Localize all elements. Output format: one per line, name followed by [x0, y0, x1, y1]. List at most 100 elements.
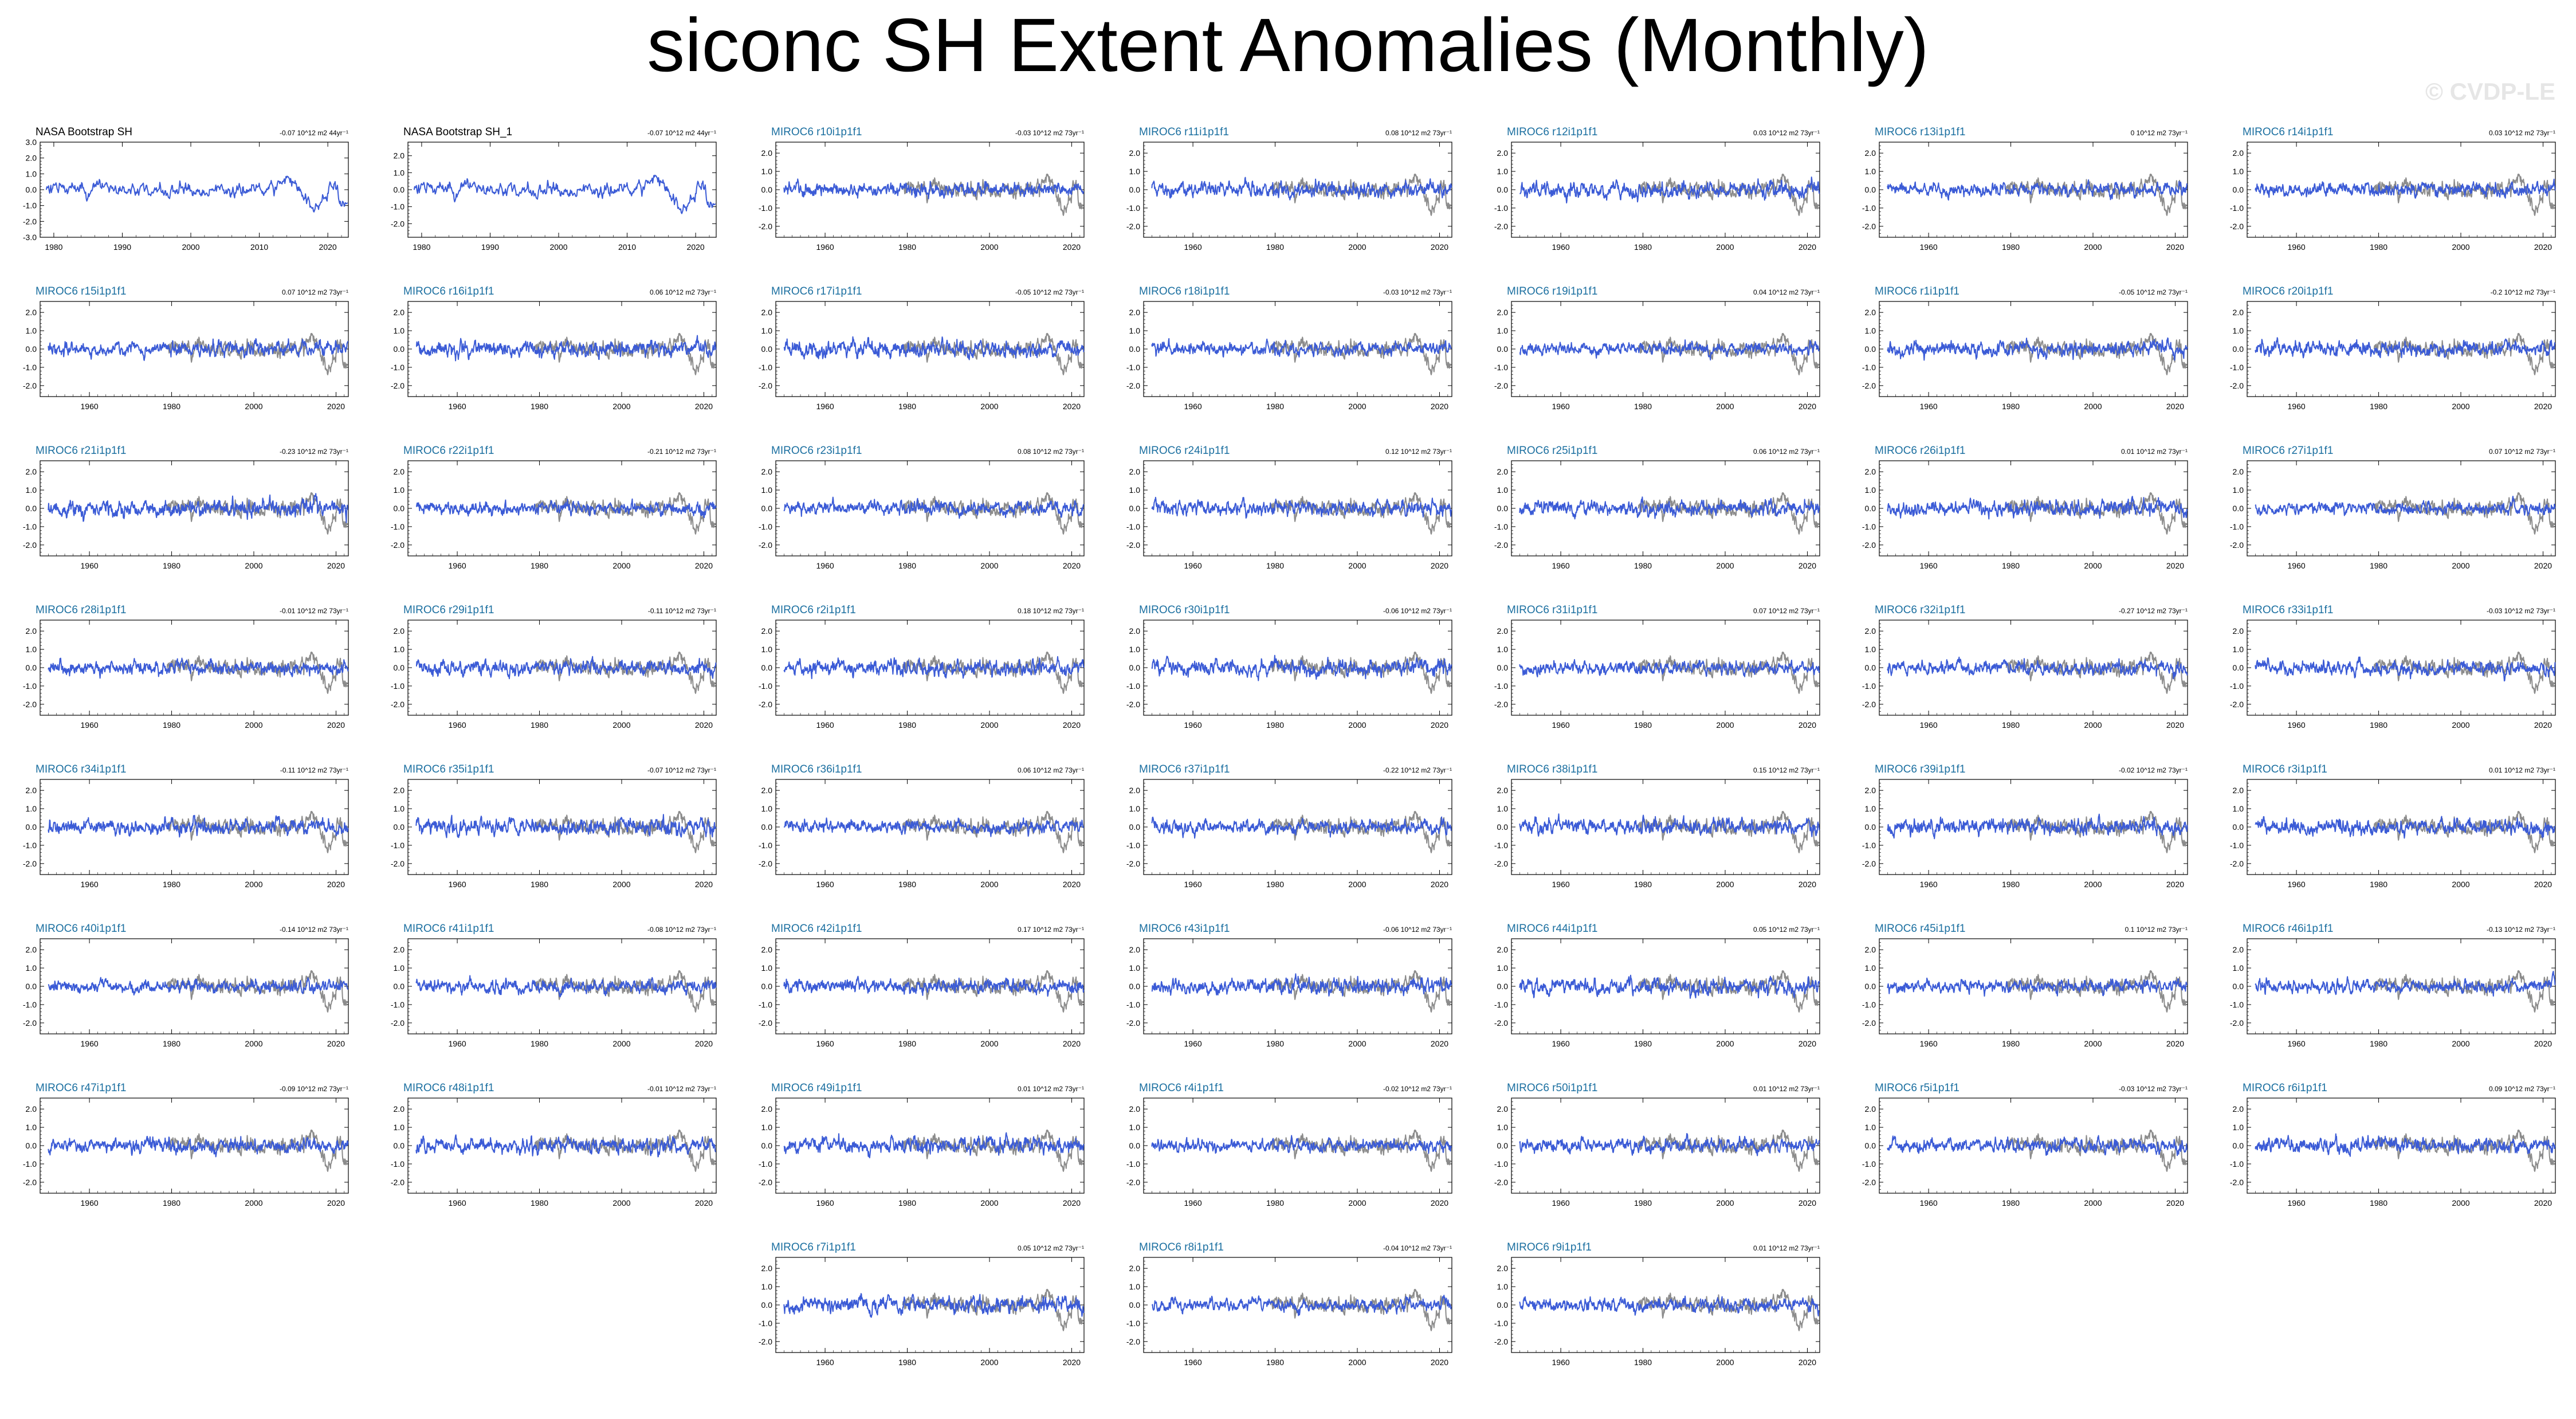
y-tick-label: 2.0 [1865, 308, 1876, 317]
obs-overlay-line [1638, 810, 1820, 853]
y-tick-label: -2.0 [1494, 859, 1508, 868]
x-tick-label: 1960 [449, 880, 466, 889]
x-tick-label: 1980 [1266, 720, 1284, 730]
panel-title: MIROC6 r8i1p1f1 [1139, 1241, 1224, 1253]
model-series-line [2255, 656, 2556, 682]
x-tick-label: 1960 [449, 1198, 466, 1208]
y-tick-label: 1.0 [761, 963, 773, 973]
x-tick-label: 2000 [2084, 1039, 2102, 1048]
x-tick-label: 2020 [695, 1198, 713, 1208]
x-tick-label: 2000 [2084, 402, 2102, 411]
y-tick-label: 0.0 [1129, 982, 1141, 991]
y-tick-label: 2.0 [1497, 308, 1509, 317]
x-tick-label: 1960 [2288, 402, 2306, 411]
panel-title: MIROC6 r17i1p1f1 [771, 285, 862, 297]
x-tick-label: 1980 [2002, 1198, 2020, 1208]
chart-panel: MIROC6 r26i1p1f1 0.01 10^12 m2 73yr⁻¹ 2.0 1… [1862, 445, 2188, 570]
x-tick-label: 2000 [1716, 880, 1734, 889]
panel-title: MIROC6 r49i1p1f1 [771, 1082, 862, 1094]
chart-panel: MIROC6 r14i1p1f1 0.03 10^12 m2 73yr⁻¹ 2.0 1… [2230, 126, 2556, 252]
chart-panel: MIROC6 r16i1p1f1 0.06 10^12 m2 73yr⁻¹ 2.0 1… [391, 285, 717, 411]
x-tick-label: 1960 [816, 242, 834, 252]
x-tick-label: 1980 [2002, 561, 2020, 570]
y-tick-label: 2.0 [394, 626, 405, 636]
panel-trend-label: -0.01 10^12 m2 73yr⁻¹ [280, 607, 348, 615]
y-tick-label: -1.0 [23, 681, 37, 691]
x-tick-label: 2000 [2084, 880, 2102, 889]
y-tick-label: -2.0 [23, 217, 37, 226]
y-tick-label: 1.0 [1497, 1123, 1509, 1132]
chart-panel: MIROC6 r44i1p1f1 0.05 10^12 m2 73yr⁻¹ 2.0 1… [1494, 923, 1820, 1048]
y-tick-label: 2.0 [26, 786, 37, 795]
y-tick-label: 1.0 [1865, 485, 1876, 495]
obs-overlay-line [166, 332, 348, 375]
y-tick-label: -1.0 [391, 363, 405, 372]
panel-title: MIROC6 r26i1p1f1 [1875, 445, 1965, 457]
y-tick-label: -2.0 [1494, 700, 1508, 709]
y-tick-label: -1.0 [1126, 1000, 1140, 1009]
y-tick-label: 2.0 [761, 1104, 773, 1114]
x-tick-label: 1960 [1552, 242, 1570, 252]
x-tick-label: 1980 [1266, 880, 1284, 889]
x-tick-label: 2000 [245, 1039, 262, 1048]
y-tick-label: -1.0 [1494, 681, 1508, 691]
x-tick-label: 1960 [449, 1039, 466, 1048]
x-tick-label: 1980 [531, 720, 548, 730]
x-tick-label: 1980 [45, 242, 62, 252]
y-tick-label: -1.0 [1862, 363, 1876, 372]
panel-trend-label: 0.03 10^12 m2 73yr⁻¹ [2489, 129, 2555, 137]
panel-trend-label: -0.05 10^12 m2 73yr⁻¹ [2119, 288, 2188, 296]
panel-title: MIROC6 r42i1p1f1 [771, 923, 862, 935]
y-tick-label: -1.0 [23, 201, 37, 210]
y-tick-label: -2.0 [1494, 540, 1508, 550]
x-tick-label: 1980 [2002, 402, 2020, 411]
panel-trend-label: -0.01 10^12 m2 73yr⁻¹ [647, 1085, 716, 1093]
panel-title: MIROC6 r50i1p1f1 [1507, 1082, 1597, 1094]
x-tick-label: 2000 [612, 720, 630, 730]
x-tick-label: 2020 [1063, 880, 1081, 889]
x-tick-label: 1960 [1920, 1039, 1938, 1048]
x-tick-label: 1980 [898, 880, 916, 889]
panel-trend-label: 0.07 10^12 m2 73yr⁻¹ [282, 288, 348, 296]
chart-panel: MIROC6 r37i1p1f1 -0.22 10^12 m2 73yr⁻¹ 2.0… [1126, 763, 1452, 889]
y-tick-label: 1.0 [1865, 167, 1876, 176]
panel-title: MIROC6 r29i1p1f1 [403, 604, 494, 616]
panel-trend-label: 0.01 10^12 m2 73yr⁻¹ [1753, 1244, 1820, 1252]
x-tick-label: 2000 [1716, 1198, 1734, 1208]
x-tick-label: 2000 [980, 242, 998, 252]
x-tick-label: 1980 [898, 561, 916, 570]
panel-title: MIROC6 r3i1p1f1 [2243, 763, 2327, 775]
model-series-line [1887, 337, 2188, 361]
x-tick-label: 2020 [1431, 402, 1448, 411]
chart-panel: MIROC6 r17i1p1f1 -0.05 10^12 m2 73yr⁻¹ 2.0… [759, 285, 1085, 411]
x-tick-label: 1980 [2370, 720, 2387, 730]
x-tick-label: 2020 [1799, 242, 1816, 252]
x-tick-label: 2000 [1348, 402, 1366, 411]
chart-panel: MIROC6 r39i1p1f1 -0.02 10^12 m2 73yr⁻¹ 2.0… [1862, 763, 2188, 889]
x-tick-label: 1980 [2002, 242, 2020, 252]
x-tick-label: 2000 [245, 561, 262, 570]
y-tick-label: -1.0 [1862, 841, 1876, 850]
y-tick-label: -2.0 [2230, 859, 2244, 868]
y-tick-label: 2.0 [761, 786, 773, 795]
x-tick-label: 2000 [1348, 720, 1366, 730]
model-series-line [415, 975, 717, 998]
y-tick-label: -1.0 [1862, 203, 1876, 213]
x-tick-label: 2020 [2534, 720, 2552, 730]
x-tick-label: 2000 [612, 1198, 630, 1208]
x-tick-label: 2000 [1716, 561, 1734, 570]
chart-panel: MIROC6 r42i1p1f1 0.17 10^12 m2 73yr⁻¹ 2.0 1… [759, 923, 1085, 1048]
y-tick-label: 1.0 [26, 645, 37, 654]
chart-panel: NASA Bootstrap SH -0.07 10^12 m2 44yr⁻¹ 3.… [23, 126, 349, 252]
panel-title: MIROC6 r15i1p1f1 [36, 285, 126, 297]
y-tick-label: -2.0 [759, 540, 772, 550]
x-tick-label: 1960 [1184, 402, 1202, 411]
x-tick-label: 2020 [327, 1198, 345, 1208]
y-tick-label: 0.0 [1497, 822, 1509, 832]
x-tick-label: 2020 [695, 880, 713, 889]
y-tick-label: -2.0 [1862, 1178, 1876, 1187]
y-tick-label: 2.0 [394, 151, 405, 160]
y-tick-label: 2.0 [2233, 148, 2244, 158]
y-tick-label: 2.0 [761, 148, 773, 158]
model-series-line [415, 656, 717, 680]
